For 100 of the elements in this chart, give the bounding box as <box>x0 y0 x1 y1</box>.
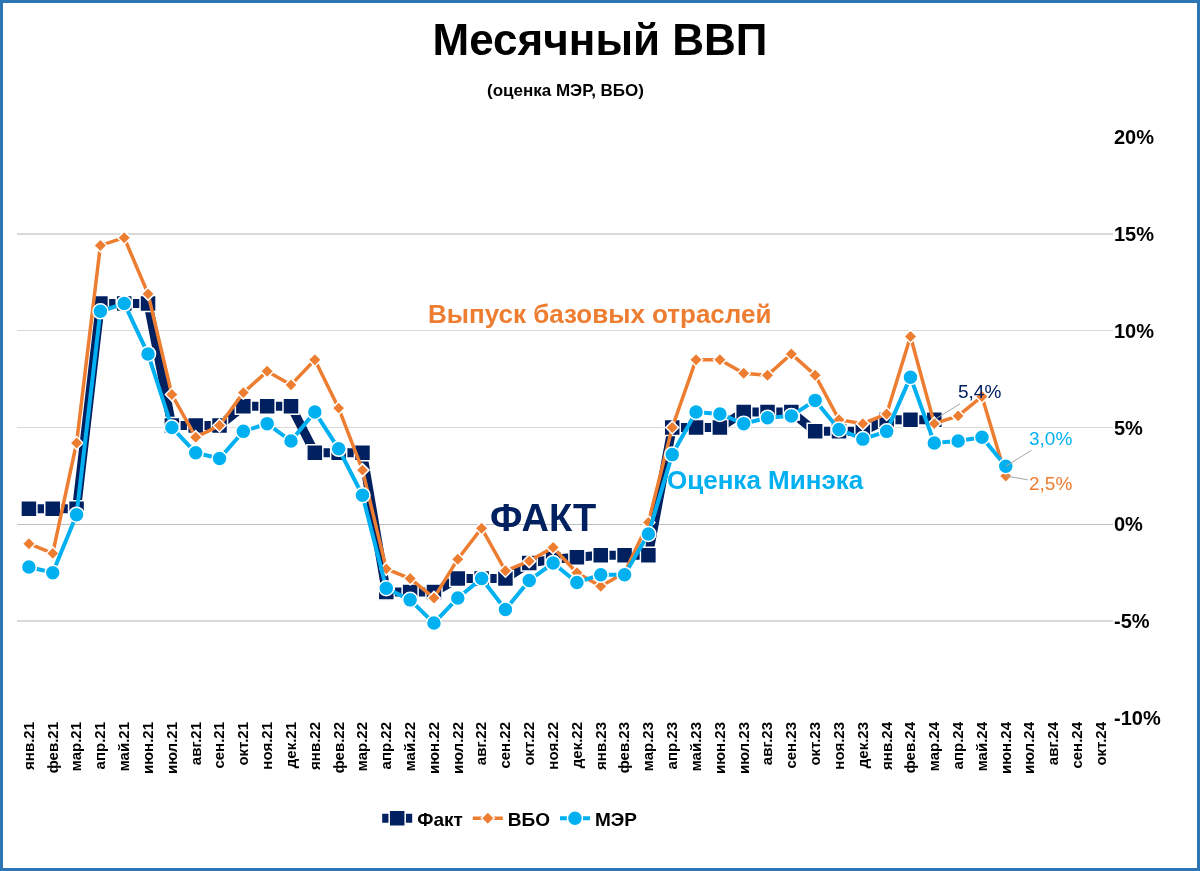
point <box>639 546 658 565</box>
point <box>259 364 275 379</box>
x-tick-label: окт.21 <box>234 722 252 766</box>
point <box>568 548 586 567</box>
point <box>355 462 370 478</box>
x-tick-label: май.24 <box>972 721 990 772</box>
point <box>592 566 609 583</box>
legend-label: Факт <box>417 808 463 830</box>
annotation: Оценка Минэка <box>667 465 864 495</box>
point <box>21 536 37 551</box>
x-tick-label: авг.22 <box>472 722 490 766</box>
x-tick-label: сен.23 <box>782 722 800 769</box>
x-tick-label: окт.22 <box>520 722 538 766</box>
point <box>43 500 62 518</box>
x-tick-label: июл.22 <box>448 722 466 775</box>
point <box>497 601 514 618</box>
x-tick-label: авг.21 <box>186 722 204 766</box>
x-tick-label: сен.22 <box>496 722 514 769</box>
point <box>806 392 824 409</box>
point <box>331 400 346 416</box>
x-tick-label: янв.23 <box>591 722 609 770</box>
point <box>306 443 324 462</box>
point <box>926 434 943 452</box>
point <box>139 345 157 363</box>
point <box>927 416 942 431</box>
point <box>950 408 966 424</box>
chart-title: Месячный ВВП <box>432 15 768 65</box>
x-tick-label: апр.23 <box>663 722 681 770</box>
x-tick-label: июн.24 <box>996 721 1014 774</box>
x-tick-label: апр.24 <box>949 721 967 770</box>
point <box>568 574 586 591</box>
point <box>949 432 967 450</box>
point <box>973 428 991 446</box>
point <box>307 352 323 367</box>
point <box>258 397 276 415</box>
x-tick-label: авг.23 <box>758 722 776 766</box>
x-tick-label: сен.21 <box>210 722 228 769</box>
point <box>402 571 418 586</box>
point <box>545 540 561 555</box>
x-tick-label: апр.21 <box>91 722 109 770</box>
point <box>663 446 681 463</box>
x-tick-label: фев.23 <box>615 722 633 774</box>
x-tick-label: июн.23 <box>710 722 728 774</box>
annotation: Выпуск базовых отраслей <box>428 299 772 329</box>
point <box>282 397 300 415</box>
point <box>258 415 276 432</box>
point <box>498 563 513 579</box>
point <box>712 352 728 367</box>
point <box>92 303 109 320</box>
point <box>878 423 895 440</box>
y-tick-label: 5% <box>1114 416 1144 439</box>
point <box>736 366 751 381</box>
x-tick-label: апр.22 <box>377 722 395 770</box>
point <box>997 457 1015 475</box>
x-tick-label: май.21 <box>115 722 133 772</box>
x-tick-label: июл.23 <box>734 722 752 775</box>
point <box>902 368 919 386</box>
point <box>20 558 38 576</box>
point <box>164 387 180 402</box>
point <box>282 432 300 450</box>
x-tick-label: дек.23 <box>853 722 871 769</box>
point <box>401 591 419 609</box>
x-tick-label: фев.24 <box>901 721 919 774</box>
point <box>45 546 60 561</box>
x-tick-label: сен.24 <box>1068 721 1086 769</box>
point <box>855 416 871 431</box>
point <box>806 422 824 441</box>
x-tick-label: июл.21 <box>162 722 180 775</box>
annotation: 3,0% <box>1029 428 1073 449</box>
point <box>687 403 705 421</box>
point <box>854 430 872 448</box>
point <box>735 415 752 432</box>
point <box>306 403 324 421</box>
point <box>591 546 610 565</box>
point <box>450 551 466 567</box>
point <box>211 450 228 467</box>
x-tick-label: май.23 <box>686 722 704 772</box>
x-tick-label: авг.24 <box>1044 721 1062 766</box>
x-tick-label: май.22 <box>401 722 419 772</box>
point <box>187 444 204 461</box>
point <box>188 429 203 445</box>
y-tick-label: -5% <box>1114 610 1150 633</box>
x-tick-label: фев.22 <box>329 722 347 774</box>
point <box>783 407 800 425</box>
point <box>235 423 252 440</box>
x-tick-label: дек.21 <box>281 722 299 769</box>
point <box>69 435 84 451</box>
point <box>544 554 562 572</box>
x-tick-label: дек.22 <box>567 722 585 769</box>
point <box>140 286 156 302</box>
point <box>449 569 467 588</box>
point <box>68 506 85 523</box>
x-tick-label: янв.22 <box>305 722 323 770</box>
x-tick-label: окт.24 <box>1091 721 1109 766</box>
x-tick-label: мар.24 <box>925 721 943 772</box>
x-tick-label: мар.22 <box>353 722 371 772</box>
point <box>354 487 371 504</box>
x-tick-label: июн.21 <box>138 722 156 774</box>
x-tick-label: ноя.21 <box>258 722 276 770</box>
y-tick-label: 15% <box>1114 222 1155 245</box>
